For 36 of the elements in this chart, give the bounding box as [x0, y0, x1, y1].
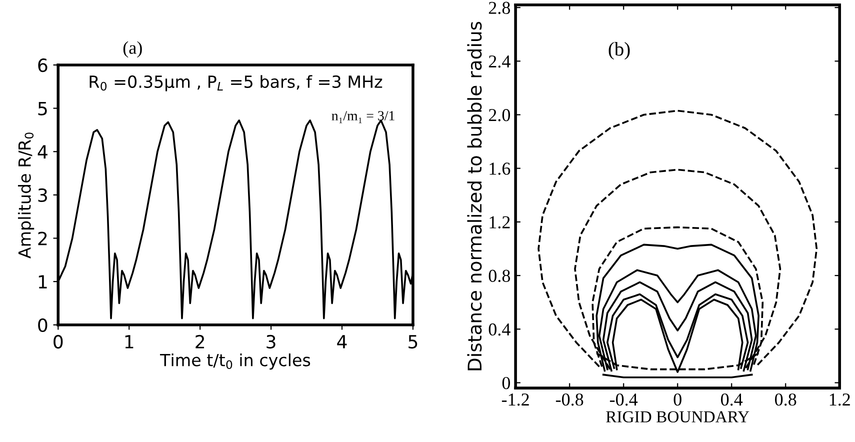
y-tick-label: 2 [38, 232, 47, 246]
x-tick-label: 3 [266, 334, 276, 349]
y-tick-label: 0.8 [488, 270, 510, 282]
x-tick-label: -0.4 [610, 393, 638, 406]
text: (a) [123, 41, 142, 58]
x-tick-label: 4 [337, 335, 347, 348]
x-tick-label: -0.8 [556, 393, 584, 406]
annotation: n₁/m₁ = 3/1 [332, 111, 394, 124]
y-tick-label: 5 [38, 102, 47, 116]
x-tick-label: 1 [125, 335, 134, 348]
y-tick-label: 0.4 [488, 323, 510, 336]
y-axis-title: Distance normalized to bubble radius [467, 22, 482, 370]
y-tick-label: 1.2 [490, 216, 510, 228]
x-tick-label: -1.2 [502, 394, 529, 406]
x-axis-title: Time t/t$_{0}$ in cycles [160, 353, 310, 370]
x-axis-title: RIGID BOUNDARY [606, 411, 750, 422]
x-tick-label: 0 [674, 393, 682, 406]
x-tick-label: 0.4 [721, 393, 743, 406]
y-tick-label: 2.8 [488, 2, 510, 14]
y-tick-label: 1.6 [490, 162, 510, 175]
x-tick-label: 2 [196, 334, 204, 348]
y-tick-label: 0 [38, 318, 48, 332]
y-tick-label: 3 [38, 188, 47, 202]
y-tick-label: 6 [38, 58, 48, 72]
annotation: R$_{0}$ =0.35μm , P$_{L}$ =5 bars, f =3 MHz [90, 75, 382, 92]
x-tick-label: 0.8 [775, 393, 796, 406]
x-tick-label: 1.2 [830, 394, 850, 406]
annotation: (b) [608, 42, 630, 60]
y-tick-label: 0 [502, 376, 510, 390]
x-tick-label: 0 [54, 334, 63, 349]
y-tick-label: 2.0 [488, 108, 510, 122]
y-axis-title: Amplitude R/R$_{0}$ [18, 132, 34, 258]
y-tick-label: 2.4 [488, 55, 510, 68]
y-tick-label: 1 [38, 275, 47, 288]
y-tick-label: 4 [38, 145, 48, 158]
x-tick-label: 5 [408, 335, 418, 349]
